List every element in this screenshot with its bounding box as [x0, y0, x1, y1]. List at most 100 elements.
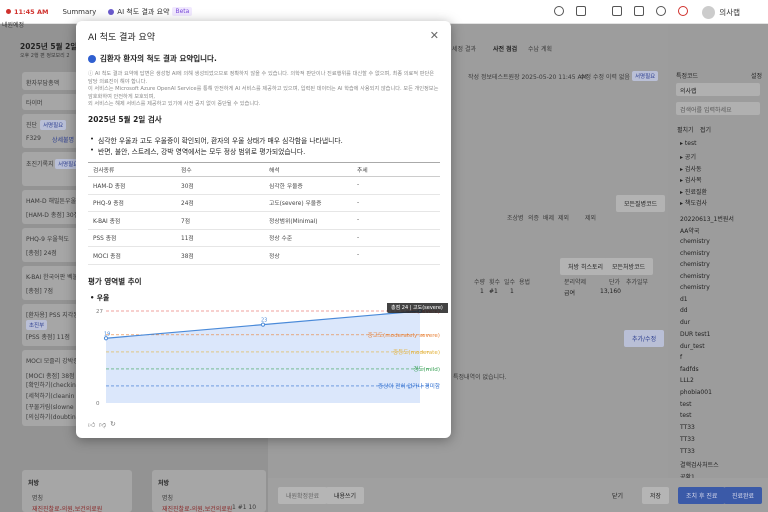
td: PHQ-9 총점 [88, 194, 176, 212]
list-item[interactable]: chemistry [680, 250, 710, 257]
rx-history-button[interactable]: 처방 히스토리 [560, 258, 612, 275]
card-patient-cost[interactable] [22, 72, 78, 90]
list-item[interactable]: chemistry [680, 273, 710, 280]
list-item[interactable]: TT33 [680, 448, 695, 455]
disclaimer-line: 이 서비스는 Microsoft Azure OpenAI Service를 통… [88, 86, 439, 100]
disclaimer: ⓘ AI 척도 결과 요약에 답변은 생성형 AI에 의해 생성되었으므로 정확… [88, 71, 440, 109]
all-rx-codes-button[interactable]: 모든처방코드 [604, 258, 654, 275]
table-row: HAM-D 총점 30점 심각한 우울증 - [88, 176, 440, 195]
card-kbai[interactable] [22, 266, 78, 300]
user-menu[interactable]: 의사랩 [702, 6, 740, 19]
refresh-icon[interactable]: ↻ [110, 420, 116, 428]
tree-item[interactable]: ▸ test [680, 140, 697, 147]
finish-treatment-button[interactable]: 진료완료 [724, 487, 763, 504]
sign-badge: 서명필요 [55, 159, 82, 169]
save-button[interactable]: 저장 [642, 487, 670, 504]
table-row: MOCI 총점 38점 정상 - [88, 246, 440, 265]
list-item[interactable]: 결핵검사처트스 [680, 462, 719, 469]
message-icon[interactable] [576, 6, 586, 16]
tab-summary[interactable]: Summary [62, 7, 97, 16]
bell-icon[interactable] [678, 6, 688, 16]
list-item[interactable]: fadfds [680, 366, 699, 373]
td: - [352, 194, 440, 212]
tab-ai-summary[interactable]: AI 척도 결과 요약 Beta [108, 7, 193, 17]
label-scheduled: 내원예정 [2, 22, 25, 29]
card-title: HAM-D 해밀튼우울증 [26, 198, 82, 205]
rewrite-button[interactable]: 내용쓰기 [326, 487, 365, 504]
list-item[interactable]: d1 [680, 296, 688, 303]
td: PSS 총점 [88, 229, 176, 247]
score-table: 검사종류 점수 해석 추세 HAM-D 총점 30점 심각한 우울증 - PHQ-9 … [88, 162, 440, 265]
card-title: 처방 [158, 480, 170, 487]
tree-item[interactable]: ▸ 검사동 [680, 166, 702, 173]
gear-icon[interactable] [656, 6, 666, 16]
tab-pre-check[interactable]: 사전 점검 [493, 46, 518, 53]
rx-cell: #1 [489, 288, 498, 295]
thumbs-up-icon[interactable]: 👍︎ [88, 421, 96, 429]
register-button[interactable]: 내원확정완료 [278, 487, 328, 504]
list-item[interactable]: dur [680, 319, 691, 326]
card-phq9[interactable] [22, 228, 78, 262]
list-item[interactable]: chemistry [680, 238, 710, 245]
tree-item[interactable]: ▸ 검사목 [680, 177, 702, 184]
td: - [352, 211, 440, 230]
settings-link[interactable]: 설정 [751, 73, 763, 80]
all-disease-codes-button[interactable]: 모든질병코드 [616, 195, 666, 212]
list-item[interactable]: dur_test [680, 343, 705, 350]
thumbs-down-icon[interactable]: 👎︎ [99, 421, 107, 429]
list-item[interactable]: TT33 [680, 436, 695, 443]
list-item[interactable]: test [680, 412, 692, 419]
tab-payment-plan[interactable]: 수납 계획 [528, 46, 552, 53]
card-timer[interactable] [22, 94, 78, 110]
list-item[interactable]: AA약국 [680, 228, 700, 235]
card-value: [총점] 24점 [26, 250, 57, 257]
td: MOCI 총점 [88, 246, 176, 265]
tree-item[interactable]: ▸ 책도검사 [680, 200, 708, 207]
list-item[interactable]: phobia001 [680, 389, 712, 396]
grid-icon[interactable] [634, 6, 644, 16]
diagnosis-extra: 상세불명 [52, 137, 75, 144]
tree-item[interactable]: ▸ 진료질환 [680, 189, 708, 196]
card-rx-1[interactable] [22, 470, 132, 512]
tree-item[interactable]: ▸ 공기 [680, 154, 696, 161]
list-item[interactable]: LLL2 [680, 377, 694, 384]
list-item[interactable]: DUR test1 [680, 331, 711, 338]
rx-cell: 13,160 [600, 288, 621, 295]
calendar-icon[interactable] [612, 6, 622, 16]
data-point [103, 336, 109, 341]
card-title: 타이머 [26, 100, 43, 107]
list-item[interactable]: dd [680, 307, 688, 314]
list-item[interactable]: chemistry [680, 284, 710, 291]
list-item[interactable]: 20220613_1번원서 [680, 216, 734, 223]
card-rx-2[interactable] [152, 470, 266, 512]
card-first-record[interactable] [22, 152, 78, 186]
tab-wash-result[interactable]: 세정 결과 [452, 46, 476, 53]
close-button[interactable]: 닫기 [612, 493, 624, 500]
card-moci[interactable] [22, 350, 78, 426]
doctor-select[interactable] [676, 83, 760, 96]
card-diagnosis[interactable] [22, 114, 78, 148]
collapse-all-button[interactable]: 접기 [700, 127, 712, 134]
save-then-treat-button[interactable]: 조치 후 진료 [678, 487, 726, 504]
sign-badge: 서명필요 [632, 71, 659, 81]
series-area [106, 311, 420, 403]
td: 정상범위(Minimal) [264, 211, 352, 230]
th: 점수 [176, 162, 264, 177]
search-placeholder: 검색어를 입력하세요 [680, 107, 732, 114]
card-hamd[interactable] [22, 190, 78, 224]
list-item[interactable]: f [680, 354, 683, 361]
list-item[interactable]: test [680, 401, 692, 408]
col-label: 명칭 [32, 495, 44, 502]
card-line: [꾸물거림(slowne [26, 404, 74, 411]
close-icon[interactable]: ✕ [429, 29, 439, 42]
add-modify-button[interactable]: 추가/수정 [624, 330, 665, 347]
tooltip-title: PHQ-9 / 25-05-02 [391, 303, 434, 304]
search-input[interactable] [676, 102, 760, 115]
expand-all-button[interactable]: 펼치기 [677, 127, 694, 134]
list-item[interactable]: TT33 [680, 424, 695, 431]
record-time: 11:45 AM [0, 8, 48, 16]
list-item[interactable]: 공황1 [680, 472, 695, 481]
sign-badge: 서명필요 [40, 120, 67, 130]
user-search-icon[interactable] [554, 6, 564, 16]
list-item[interactable]: chemistry [680, 261, 710, 268]
